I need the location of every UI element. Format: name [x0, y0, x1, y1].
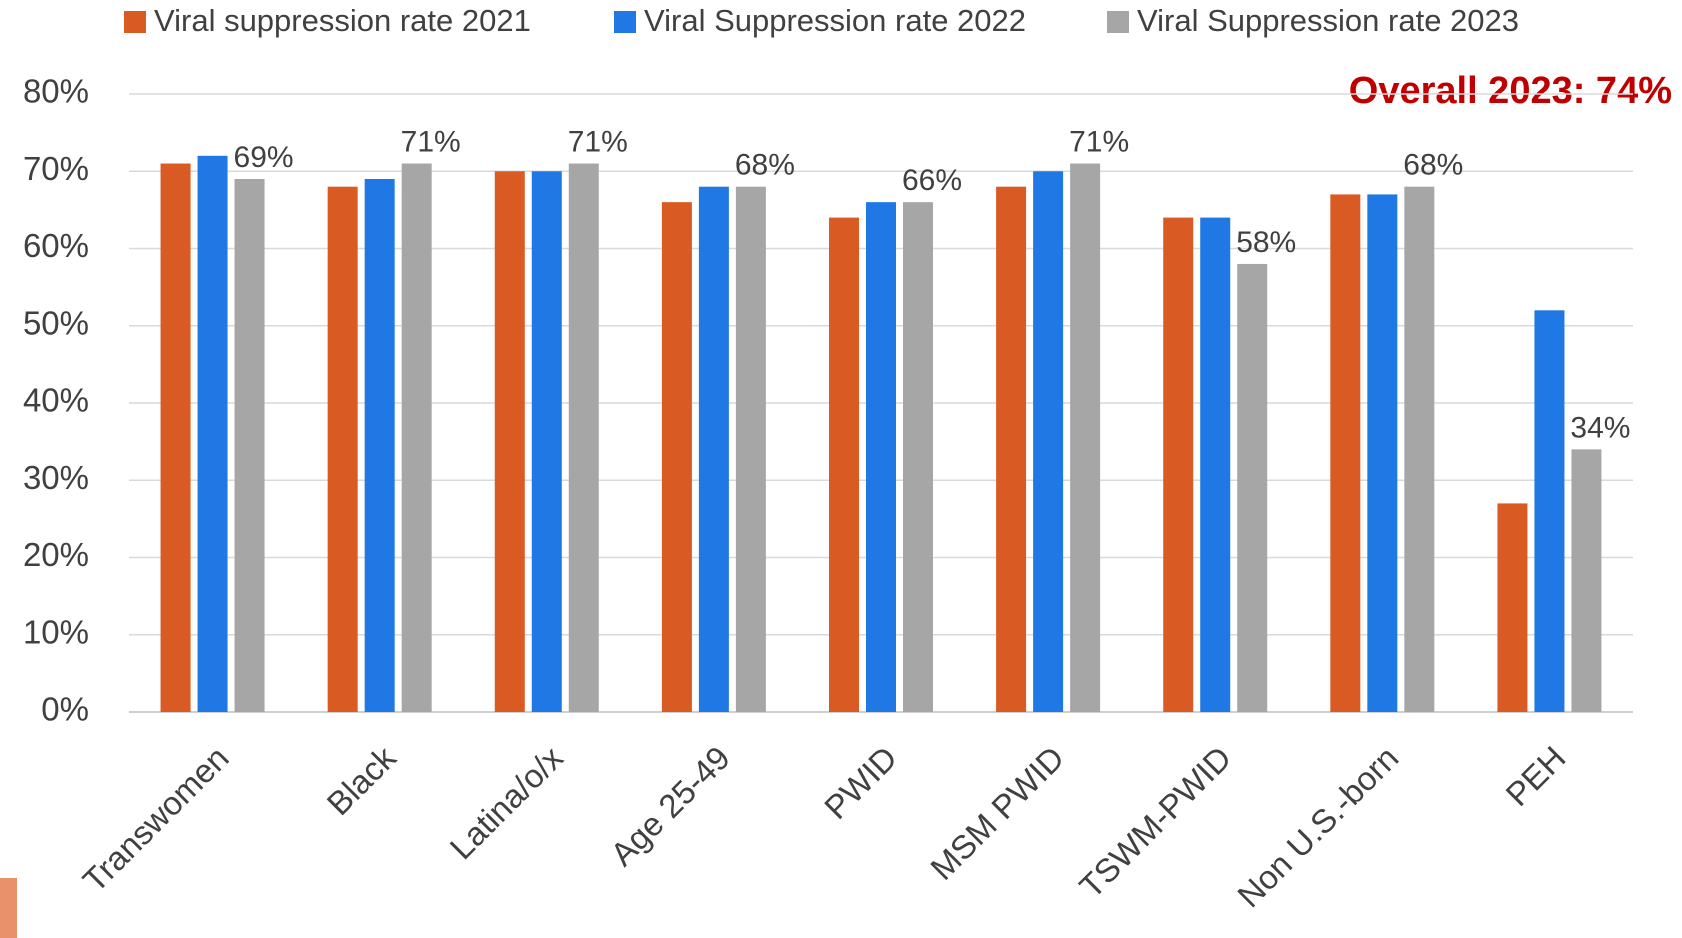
legend-label: Viral Suppression rate 2023 — [1137, 3, 1519, 38]
y-tick-label: 30% — [23, 459, 89, 496]
x-tick-label: Transwomen — [75, 739, 235, 899]
data-label: 68% — [735, 149, 795, 182]
bar — [1237, 263, 1268, 712]
bar — [1200, 217, 1231, 712]
bar — [1163, 217, 1194, 712]
bar — [1571, 449, 1602, 712]
bar — [1070, 163, 1101, 712]
data-label: 71% — [568, 125, 628, 158]
bar — [160, 163, 191, 712]
bar — [1497, 503, 1528, 712]
data-label: 71% — [1069, 125, 1129, 158]
bar — [197, 155, 228, 713]
data-label: 69% — [234, 141, 294, 174]
bar — [234, 178, 265, 713]
y-tick-label: 10% — [23, 613, 89, 650]
y-tick-label: 40% — [23, 382, 89, 419]
x-tick-label: PEH — [1498, 739, 1572, 813]
bar — [494, 171, 525, 712]
x-tick-label: Black — [320, 739, 404, 823]
bar — [829, 217, 859, 712]
legend-swatch — [124, 11, 146, 33]
legend-label: Viral suppression rate 2021 — [154, 3, 531, 38]
bar — [1033, 171, 1064, 712]
y-tick-label: 0% — [41, 691, 89, 728]
data-label: 34% — [1570, 411, 1630, 444]
x-tick-label: MSM PWID — [923, 739, 1071, 887]
y-tick-label: 20% — [23, 536, 89, 573]
x-tick-label: PWID — [817, 739, 904, 826]
y-tick-label: 50% — [23, 304, 89, 341]
bar — [1330, 194, 1361, 713]
y-tick-label: 60% — [23, 227, 89, 264]
x-tick-label: Non U.S.-born — [1230, 739, 1405, 914]
bar — [866, 202, 896, 712]
bar — [327, 186, 358, 712]
legend-swatch — [1107, 11, 1129, 33]
bar — [698, 186, 729, 712]
bar — [531, 171, 562, 712]
bar — [1534, 310, 1565, 712]
annotation: Overall 2023: 74% — [1349, 70, 1672, 112]
legend-swatch — [614, 11, 636, 33]
bar — [364, 178, 395, 713]
data-label: 68% — [1403, 149, 1463, 182]
data-label: 71% — [401, 125, 461, 158]
y-tick-label: 80% — [23, 73, 89, 110]
data-label: 66% — [902, 164, 962, 197]
bar — [996, 186, 1027, 712]
bar — [1404, 186, 1435, 712]
y-tick-label: 70% — [23, 150, 89, 187]
bar — [661, 202, 692, 712]
x-tick-label: Age 25-49 — [603, 739, 737, 873]
bar — [735, 186, 766, 712]
bar — [401, 163, 432, 712]
decoration — [0, 878, 17, 938]
bar — [1367, 194, 1398, 713]
x-tick-label: TSWM-PWID — [1072, 739, 1238, 905]
bar — [903, 202, 933, 712]
x-tick-label: Latina/o/x — [443, 739, 571, 867]
legend-label: Viral Suppression rate 2022 — [644, 3, 1026, 38]
data-label: 58% — [1236, 226, 1296, 259]
bar — [568, 163, 599, 712]
